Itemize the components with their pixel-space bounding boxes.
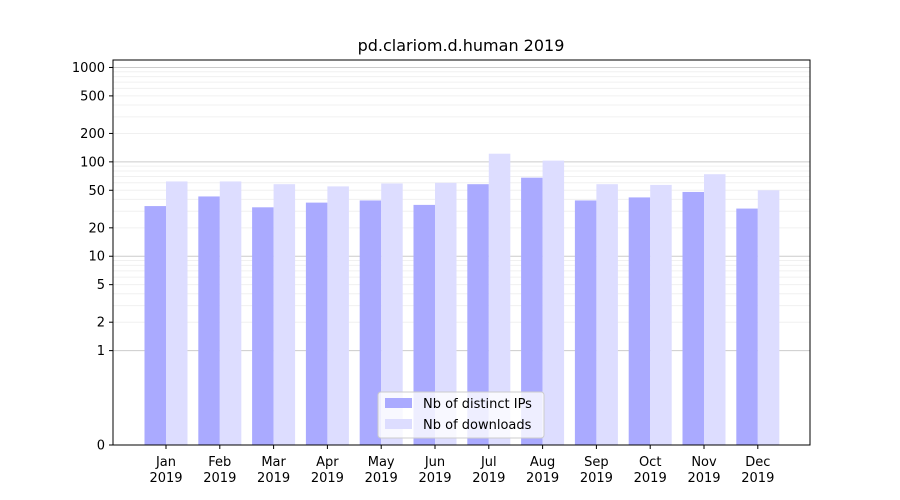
legend-box [377,391,545,439]
bar-distinct-ips [252,207,274,445]
bar-downloads [381,183,403,446]
x-tick-label: Aug 2019 [526,455,559,486]
bar-distinct-ips [736,208,758,445]
bar-distinct-ips [198,196,220,445]
y-tick-label: 200 [80,127,105,142]
bar-downloads [166,181,188,445]
x-tick-label: Dec 2019 [741,455,774,486]
y-tick-label: 5 [97,278,105,293]
bar-downloads [542,160,565,445]
y-tick-label: 500 [80,89,105,104]
bar-downloads [327,186,349,445]
y-tick-label: 2 [97,316,105,331]
bar-downloads [650,184,672,446]
legend-swatch [385,398,412,408]
bar-distinct-ips [682,191,704,445]
y-tick-label: 0 [97,439,105,454]
bar-distinct-ips [467,184,489,445]
bars [144,153,780,446]
x-tick-label: May 2019 [365,455,398,486]
y-tick-label: 50 [88,184,105,199]
bar-downloads [435,182,457,445]
x-tick-label: Jun 2019 [418,455,451,486]
x-tick-label: Feb 2019 [203,455,236,486]
x-tick-label: Oct 2019 [634,455,667,486]
bar-distinct-ips [413,204,435,445]
y-tick-label: 10 [88,250,105,265]
x-tick-label: Jul 2019 [472,455,505,486]
x-tick-label: Mar 2019 [257,455,290,486]
bar-downloads [704,174,726,445]
legend: Nb of distinct IPs Nb of downloads [377,391,545,439]
legend-label: Nb of distinct IPs [423,397,532,412]
chart-title: pd.clariom.d.human 2019 [358,36,565,55]
bar-downloads [273,184,296,445]
bar-distinct-ips [305,202,328,445]
bar-distinct-ips [521,177,543,446]
x-tick-label: Jan 2019 [149,455,182,486]
bar-distinct-ips [574,200,597,445]
bar-downloads [219,181,242,445]
y-tick-label: 1 [97,344,105,359]
y-tick-label: 20 [88,221,105,236]
y-tick-label: 1000 [72,61,105,76]
legend-swatch [385,419,412,429]
x-tick-label: Apr 2019 [311,455,344,486]
legend-label: Nb of downloads [423,418,532,433]
x-tick-label: Sep 2019 [580,455,613,486]
bar-downloads [488,153,511,445]
y-tick-label: 100 [80,155,105,170]
bar-distinct-ips [359,200,382,445]
bar-distinct-ips [144,206,166,445]
y-axis: 0 1 2 5 10 20 50 100 200 500 1000 [72,61,113,454]
bar-downloads [757,190,780,445]
bar-distinct-ips [628,197,651,445]
x-tick-label: Nov 2019 [687,455,720,486]
plot-frame [112,59,811,446]
x-axis: Jan 2019 Feb 2019 Mar 2019 Apr 2019 May 2019 Jun 20… [149,445,774,486]
bar-downloads [596,184,618,445]
